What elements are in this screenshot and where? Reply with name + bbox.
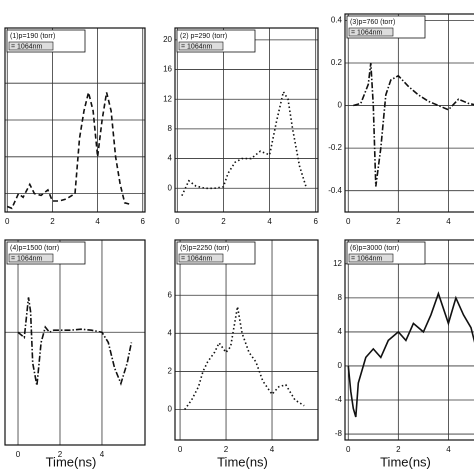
data-line xyxy=(347,291,474,418)
data-line xyxy=(17,297,133,386)
x-axis-label: Time(ns) xyxy=(217,454,268,469)
panel-title: (3)p=760 (torr) xyxy=(350,19,395,26)
x-tick-label: 0 xyxy=(178,445,183,454)
panel: 0 2 4 6 (1)p=190 (torr) = 1064nm xyxy=(4,27,146,226)
x-axis-label: Time(ns) xyxy=(380,454,431,469)
y-tick-label: 4 xyxy=(168,154,173,163)
y-tick-label: 4 xyxy=(338,327,343,336)
x-tick-label: 6 xyxy=(141,217,146,226)
x-tick-label: 4 xyxy=(270,445,275,454)
y-tick-label: 8 xyxy=(338,293,343,302)
panel-title: (5)p=2250 (torr) xyxy=(180,245,229,252)
y-tick-label: -4 xyxy=(335,395,343,404)
plot-frame xyxy=(4,239,146,446)
legend-swatch xyxy=(348,27,394,37)
y-tick-label: 20 xyxy=(163,35,172,44)
x-tick-label: 0 xyxy=(5,217,10,226)
y-tick-label: 16 xyxy=(163,65,172,74)
y-tick-label: 2 xyxy=(168,367,173,376)
x-tick-label: 4 xyxy=(446,217,451,226)
y-tick-label: 0 xyxy=(338,361,343,370)
y-tick-label: 8 xyxy=(168,124,173,133)
x-tick-label: 2 xyxy=(50,217,55,226)
x-tick-label: 4 xyxy=(95,217,100,226)
plot-frame xyxy=(4,27,146,213)
panel: 0 2 4 0 2 4 6 Time(ns) (5)p=2250 (torr) = 1064nm xyxy=(168,239,319,469)
y-tick-label: -0.4 xyxy=(328,186,342,195)
x-tick-label: 2 xyxy=(224,445,229,454)
panel-title: (6)p=3000 (torr) xyxy=(350,245,399,252)
legend-swatch xyxy=(348,253,394,263)
x-tick-label: 4 xyxy=(100,450,105,459)
y-tick-label: -0.2 xyxy=(328,143,342,152)
legend-label: = 1064nm xyxy=(11,255,42,262)
legend-swatch xyxy=(8,41,54,51)
legend-swatch xyxy=(178,41,224,51)
y-tick-label: 0.4 xyxy=(331,15,343,24)
y-tick-label: 12 xyxy=(333,259,342,268)
y-tick-label: 6 xyxy=(168,290,173,299)
y-tick-label: 0 xyxy=(168,405,173,414)
plot-frame xyxy=(174,239,319,441)
x-tick-label: 6 xyxy=(313,217,318,226)
y-tick-label: 0.2 xyxy=(331,58,343,67)
plot-frame xyxy=(174,27,319,213)
y-tick-label: -8 xyxy=(335,429,343,438)
x-tick-label: 2 xyxy=(221,217,226,226)
legend-label: = 1064nm xyxy=(181,255,212,262)
data-line xyxy=(7,92,132,210)
legend-label: = 1064nm xyxy=(351,29,382,36)
panel: 0 2 4 6 0 4 8 12 16 20 (2) p=290 (torr) = 1064nm xyxy=(163,27,319,226)
panel-title: (1)p=190 (torr) xyxy=(10,33,55,40)
panel-title: (2) p=290 (torr) xyxy=(180,33,227,40)
panel: 0 2 4 0.4 0.2 0 -0.2 -0.4 (3)p=760 (torr) = 1064n… xyxy=(328,13,474,226)
plot-frame xyxy=(344,13,474,213)
data-line xyxy=(181,89,308,197)
x-tick-label: 0 xyxy=(16,450,21,459)
x-tick-label: 2 xyxy=(58,450,63,459)
legend-swatch xyxy=(8,253,54,263)
x-axis-label: Time(ns) xyxy=(46,454,97,469)
x-tick-label: 4 xyxy=(267,217,272,226)
y-tick-label: 4 xyxy=(168,328,173,337)
plot-frame xyxy=(344,239,474,441)
legend-label: = 1064nm xyxy=(11,43,42,50)
legend-label: = 1064nm xyxy=(351,255,382,262)
y-tick-label: 0 xyxy=(338,101,343,110)
panel: 0 2 4 12 8 4 0 -4 -8 Time(ns) (6)p=3000 (torr) = 10… xyxy=(333,239,474,469)
x-tick-label: 4 xyxy=(446,445,451,454)
legend-label: = 1064nm xyxy=(181,43,212,50)
x-tick-label: 0 xyxy=(346,217,351,226)
panel-title: (4)p=1500 (torr) xyxy=(10,245,59,252)
x-tick-label: 0 xyxy=(346,445,351,454)
data-line xyxy=(184,306,305,410)
legend-swatch xyxy=(178,253,224,263)
x-tick-label: 0 xyxy=(175,217,180,226)
y-tick-label: 12 xyxy=(163,94,172,103)
y-tick-label: 0 xyxy=(168,183,173,192)
data-line xyxy=(353,62,474,187)
x-tick-label: 2 xyxy=(396,217,401,226)
x-tick-label: 2 xyxy=(396,445,401,454)
